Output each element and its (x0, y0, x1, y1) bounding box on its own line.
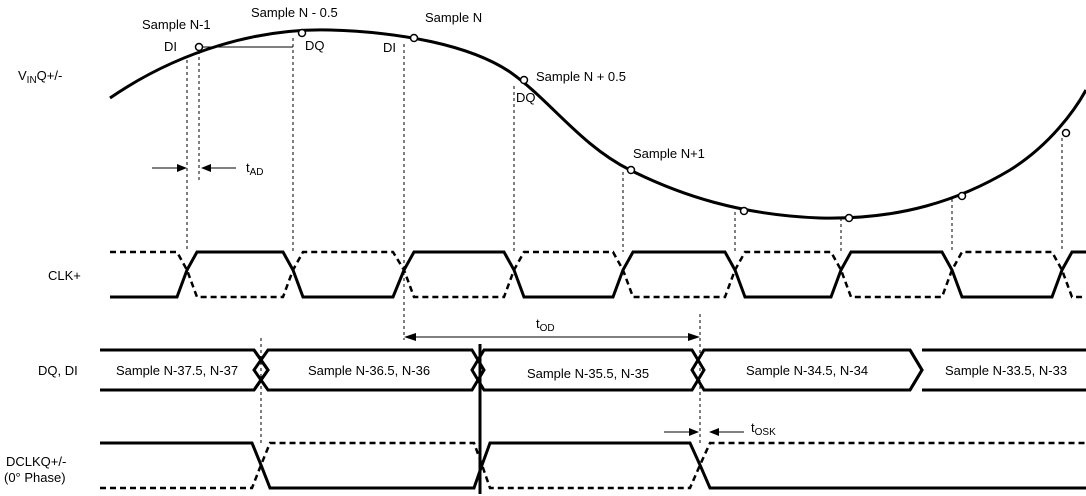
tad-arrows (152, 164, 236, 172)
sample-n-minus-1-label: Sample N-1 (142, 17, 211, 32)
sample-point (957, 191, 967, 201)
sample-point (626, 165, 636, 175)
sample-n-plus-half-label: Sample N + 0.5 (536, 69, 626, 84)
sample-point (297, 28, 307, 38)
sample-n-minus-half-label: Sample N - 0.5 (251, 5, 338, 20)
sample-point (409, 33, 419, 43)
dq-di-label: DQ, DI (38, 363, 78, 378)
tosk-arrows (664, 428, 744, 436)
dclk-waveform (100, 441, 1086, 490)
clk-waveform (110, 250, 1086, 299)
sample-n-plus-1-label: Sample N+1 (633, 146, 705, 161)
sample-point (739, 206, 749, 216)
bus-cell-label: Sample N-36.5, N-36 (308, 363, 430, 378)
di-tag: DI (164, 39, 177, 54)
tod-label: tOD (536, 316, 555, 334)
sample-point (844, 213, 854, 223)
bus-cell-label: Sample N-35.5, N-35 (527, 366, 649, 381)
dclk-phase-label: (0° Phase) (4, 470, 66, 485)
bus-cell-label: Sample N-34.5, N-34 (746, 363, 868, 378)
sampling-lines (186, 38, 1063, 444)
tad-label: tAD (246, 160, 264, 178)
sample-point (519, 75, 529, 85)
data-bus (100, 348, 1086, 392)
di-tag: DI (383, 40, 396, 55)
dclk-label: DCLKQ+/- (6, 454, 66, 469)
bus-cell-label: Sample N-33.5, N-33 (945, 363, 1067, 378)
tosk-label: tOSK (751, 420, 776, 438)
analog-input-waveform (109, 28, 1086, 220)
bus-cell-label: Sample N-37.5, N-37 (116, 363, 238, 378)
sample-n-label: Sample N (425, 10, 482, 25)
sample-point (194, 42, 204, 52)
sample-point (1061, 128, 1071, 138)
tod-arrow (404, 333, 700, 341)
clk-label: CLK+ (48, 268, 81, 283)
dq-tag: DQ (516, 90, 536, 105)
vin-label: VINQ+/- (18, 68, 62, 86)
dq-tag: DQ (305, 38, 325, 53)
